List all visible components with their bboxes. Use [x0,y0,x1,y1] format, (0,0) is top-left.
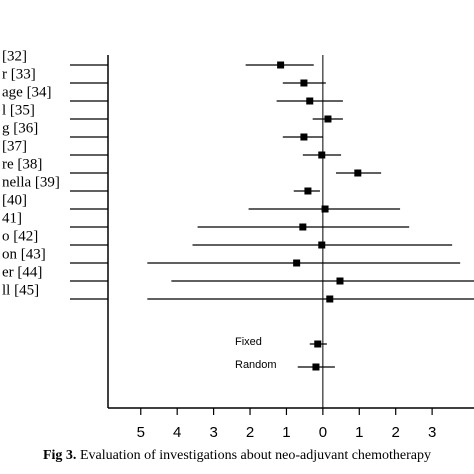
study-label: nella [39] [2,174,60,190]
estimate [318,241,326,249]
estimate [314,340,322,348]
study-label: age [34] [2,84,52,100]
study-label: er [44] [2,264,42,280]
x-tick-label: 1 [355,424,363,441]
x-tick-label: 3 [209,424,217,441]
x-tick-label: 1 [282,424,290,441]
x-tick-label: 2 [246,424,254,441]
x-tick-label: 4 [173,424,181,441]
x-tick-label: 2 [392,424,400,441]
study-label: l [35] [2,102,35,118]
estimate [293,259,301,267]
study-label: o [42] [2,228,38,244]
study-label: ll [45] [2,282,39,298]
x-tick-label: 5 [137,424,145,441]
study-label: r [33] [2,66,36,82]
caption: Fig 3. Evaluation of investigations abou… [43,448,431,463]
estimate [300,79,308,87]
study-label: 41] [2,210,22,226]
pooled-label: Random [235,359,277,371]
caption-text: Evaluation of investigations about neo-a… [76,448,431,463]
estimate [321,205,329,213]
study-label: [32] [2,48,27,64]
estimate [326,295,334,303]
study-label: re [38] [2,156,42,172]
estimate [354,169,362,177]
study-label: [40] [2,192,27,208]
estimate [277,61,285,69]
study-label: [37] [2,138,27,154]
estimate [300,133,308,141]
study-label: g [36] [2,120,38,136]
caption-label: Fig 3. [43,448,76,463]
estimate [318,151,326,159]
estimate [299,223,307,231]
pooled-label: Fixed [235,336,262,348]
x-tick-label: 0 [319,424,327,441]
estimate [306,97,314,105]
estimate [336,277,344,285]
estimate [312,363,320,371]
study-label: on [43] [2,246,46,262]
x-tick-label: 3 [428,424,436,441]
estimate [304,187,312,195]
estimate [324,115,332,123]
